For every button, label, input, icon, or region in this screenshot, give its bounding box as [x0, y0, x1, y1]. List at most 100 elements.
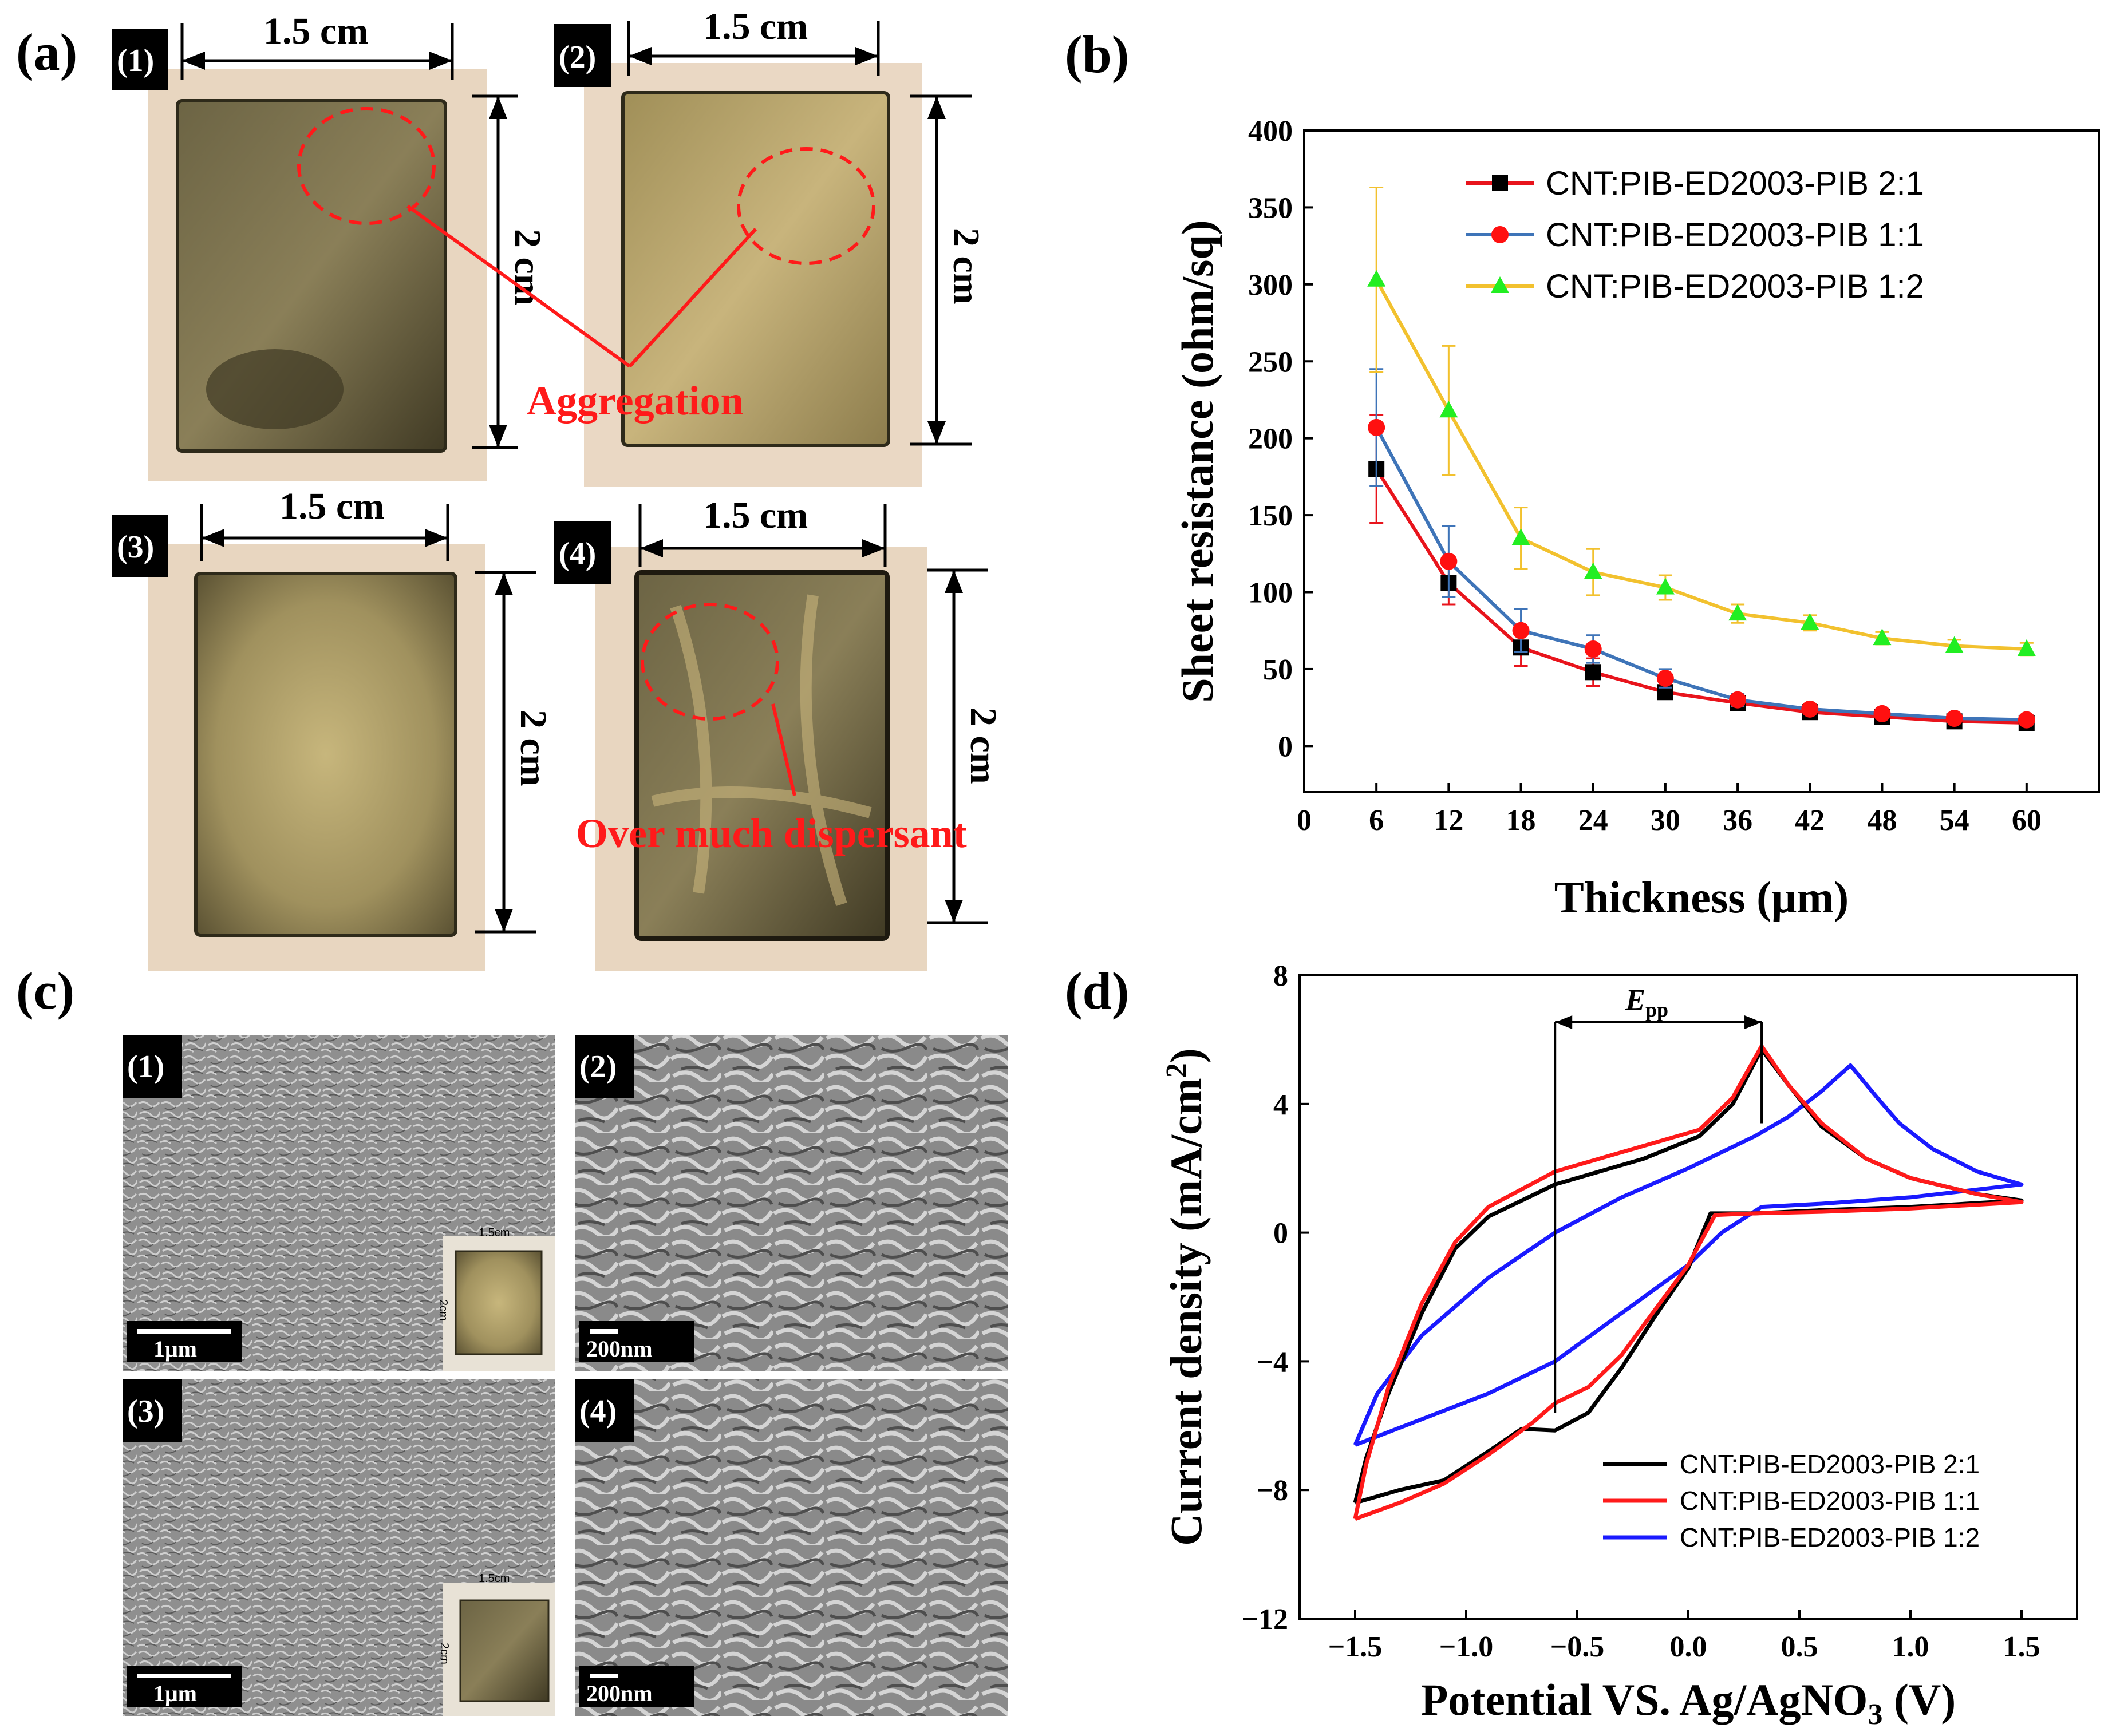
data-point-circle	[1512, 622, 1530, 639]
height-label: 2 cm	[962, 707, 1004, 784]
x-tick-label: 48	[1867, 804, 1897, 837]
data-point-circle	[1440, 552, 1458, 570]
photo-number: (1)	[117, 43, 154, 78]
x-tick-label: 18	[1506, 804, 1536, 837]
scale-bar-box	[127, 1321, 242, 1362]
inset-film	[459, 1599, 550, 1702]
image-number-badge	[123, 1379, 182, 1442]
data-point-circle	[1656, 670, 1674, 687]
x-tick-label: 6	[1369, 804, 1384, 837]
data-point-circle	[1873, 705, 1891, 722]
width-label: 1.5 cm	[703, 6, 808, 48]
aggregation-circle	[297, 107, 436, 225]
x-tick-label: 1.5	[2003, 1631, 2040, 1663]
panel-c-label: (c)	[16, 962, 74, 1020]
photo-number-badge	[112, 515, 168, 577]
scale-label: 1μm	[153, 1680, 197, 1706]
legend-label: CNT:PIB-ED2003-PIB 1:1	[1546, 216, 1924, 254]
aggregation-annotation: Aggregation	[406, 204, 757, 424]
x-tick-label: 60	[2012, 804, 2042, 837]
image-number: (2)	[579, 1049, 617, 1085]
data-point-circle	[1729, 691, 1747, 709]
photo-number-badge	[112, 29, 168, 90]
scale-bar	[590, 1329, 618, 1334]
image-number-badge	[575, 1379, 634, 1442]
scale-bar-box	[579, 1666, 694, 1707]
scale-bar-box	[579, 1321, 694, 1362]
data-point-circle	[1945, 709, 1963, 727]
y-axis-label: Current density (mA/cm2)	[1160, 1048, 1211, 1545]
sem-image-3: (3) 1μm 1.5cm 2cm	[123, 1379, 555, 1716]
panel-a-label: (a)	[16, 23, 77, 81]
legend-label: CNT:PIB-ED2003-PIB 1:1	[1680, 1486, 1980, 1516]
series-line	[1375, 426, 2027, 722]
data-point-circle	[1801, 700, 1819, 718]
data-point-circle	[1584, 640, 1602, 658]
y-tick-label: 300	[1248, 269, 1293, 302]
panel-b-label: (b)	[1065, 25, 1129, 84]
series-line	[1375, 279, 2027, 651]
dispersant-circle	[641, 603, 779, 721]
cv-curve	[1353, 1047, 2024, 1505]
width-label: 1.5 cm	[263, 10, 368, 52]
x-tick-label: 0.0	[1670, 1631, 1707, 1663]
y-tick-label: −8	[1256, 1474, 1288, 1507]
y-tick-label: 350	[1248, 192, 1293, 224]
inset-height: 2cm	[437, 1299, 449, 1321]
sem-micrograph	[575, 1035, 1008, 1371]
film-dark-region	[206, 349, 344, 429]
height-label: 2 cm	[945, 228, 987, 305]
x-tick-label: −1.5	[1328, 1631, 1383, 1663]
y-tick-label: 150	[1248, 500, 1293, 532]
x-tick-label: 12	[1434, 804, 1463, 837]
photo-4: (4) 1.5 cm 2 cm Over much dispersant	[554, 495, 1004, 971]
series-line	[1375, 468, 2027, 725]
aggregation-circle	[737, 147, 875, 265]
photo-number-badge	[554, 24, 611, 87]
x-axis-label: Thickness (μm)	[1554, 872, 1849, 922]
pointer-line	[628, 227, 757, 368]
inset-width: 1.5cm	[479, 1572, 510, 1585]
x-tick-label: 30	[1651, 804, 1680, 837]
x-tick-label: −1.0	[1439, 1631, 1494, 1663]
width-label: 1.5 cm	[703, 495, 808, 536]
y-tick-label: 100	[1248, 577, 1293, 610]
epp-label: Epp	[1625, 984, 1668, 1021]
data-point-circle	[1368, 418, 1385, 436]
photo-number: (2)	[559, 39, 596, 75]
x-tick-label: 0.5	[1781, 1631, 1818, 1663]
scale-bar	[137, 1674, 231, 1678]
y-tick-label: −12	[1241, 1603, 1288, 1636]
photo-number: (4)	[559, 536, 596, 572]
image-number: (1)	[127, 1049, 164, 1085]
image-number-badge	[575, 1035, 634, 1098]
y-axis-label: Sheet resistance (ohm/sq)	[1172, 220, 1222, 703]
inset-film	[455, 1250, 543, 1355]
height-label: 2 cm	[512, 710, 554, 786]
cv-curve	[1353, 1063, 2024, 1447]
legend-label: CNT:PIB-ED2003-PIB 2:1	[1546, 165, 1924, 202]
scale-label: 200nm	[586, 1336, 653, 1362]
y-tick-label: 50	[1263, 654, 1293, 686]
image-number: (4)	[579, 1394, 617, 1429]
y-tick-label: 8	[1273, 960, 1288, 992]
y-tick-label: 200	[1248, 423, 1293, 456]
legend-marker	[1492, 175, 1508, 191]
film-sample	[621, 91, 890, 447]
scale-bar	[590, 1674, 618, 1678]
photo-number: (3)	[117, 529, 154, 565]
inset-width: 1.5cm	[479, 1227, 510, 1239]
data-point-triangle	[1656, 578, 1675, 595]
sem-micrograph	[575, 1379, 1008, 1716]
legend-label: CNT:PIB-ED2003-PIB 2:1	[1680, 1449, 1980, 1479]
dispersant-label: Over much dispersant	[576, 810, 967, 856]
photo-number-badge	[554, 521, 611, 584]
photo-3: (3) 1.5 cm 2 cm	[112, 485, 554, 971]
data-point-triangle	[1439, 401, 1458, 418]
photo-1: (1) 1.5 cm 2 cm	[112, 10, 548, 481]
cv-curve	[1353, 1044, 2024, 1521]
x-tick-label: −0.5	[1550, 1631, 1605, 1663]
x-tick-label: 42	[1795, 804, 1825, 837]
x-axis-label: Potential VS. Ag/AgNO3 (V)	[1421, 1675, 1956, 1731]
